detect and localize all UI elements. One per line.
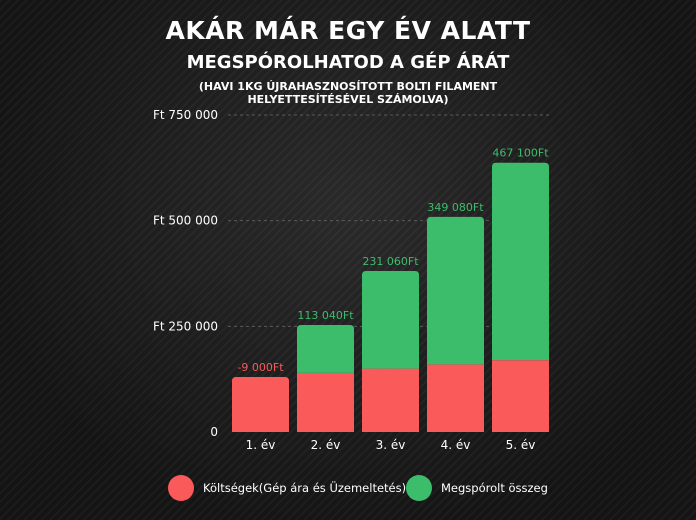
bar-segment — [427, 216, 484, 365]
data-label: 349 080Ft — [427, 201, 484, 214]
legend-label-costs: Költségek(Gép ára és Üzemeltetés) — [203, 481, 407, 495]
bar-segment — [297, 325, 354, 373]
x-tick-label: 4. év — [441, 438, 471, 452]
data-label: 231 060Ft — [362, 255, 419, 268]
x-tick-label: 1. év — [246, 438, 276, 452]
y-tick-label: 0 — [210, 425, 218, 439]
legend-label-savings: Megspórolt összeg — [441, 481, 548, 495]
bar-segment — [362, 270, 419, 369]
bar-segment — [427, 364, 484, 432]
y-tick-label: Ft 750 000 — [153, 108, 218, 122]
y-tick-label: Ft 250 000 — [153, 319, 218, 333]
chart-subtitle: MEGSPÓROLHATOD A GÉP ÁRÁT — [186, 52, 510, 73]
x-tick-label: 2. év — [311, 438, 341, 452]
x-tick-label: 5. év — [506, 438, 536, 452]
legend-swatch-savings — [406, 475, 432, 501]
legend-swatch-costs — [168, 475, 194, 501]
bar-segment — [362, 368, 419, 432]
chart-title: AKÁR MÁR EGY ÉV ALATT — [165, 16, 531, 45]
legend-item-costs: Költségek(Gép ára és Üzemeltetés) — [168, 475, 406, 501]
chart-note: (HAVI 1KG ÚJRAHASZNOSÍTOTT BOLTI FILAMEN… — [198, 80, 498, 106]
x-tick-label: 3. év — [376, 438, 406, 452]
data-label: 113 040Ft — [297, 309, 354, 322]
bar-segment — [232, 377, 289, 432]
legend-item-savings: Megspórolt összeg — [406, 475, 548, 501]
bar-segment — [492, 360, 549, 432]
y-tick-label: Ft 500 000 — [153, 214, 218, 228]
chart-legend: Költségek(Gép ára és Üzemeltetés) Megspó… — [0, 475, 696, 505]
bar-segment — [492, 162, 549, 361]
data-label: 467 100Ft — [492, 147, 549, 160]
data-label: -9 000Ft — [237, 361, 284, 374]
bar-segment — [297, 372, 354, 432]
